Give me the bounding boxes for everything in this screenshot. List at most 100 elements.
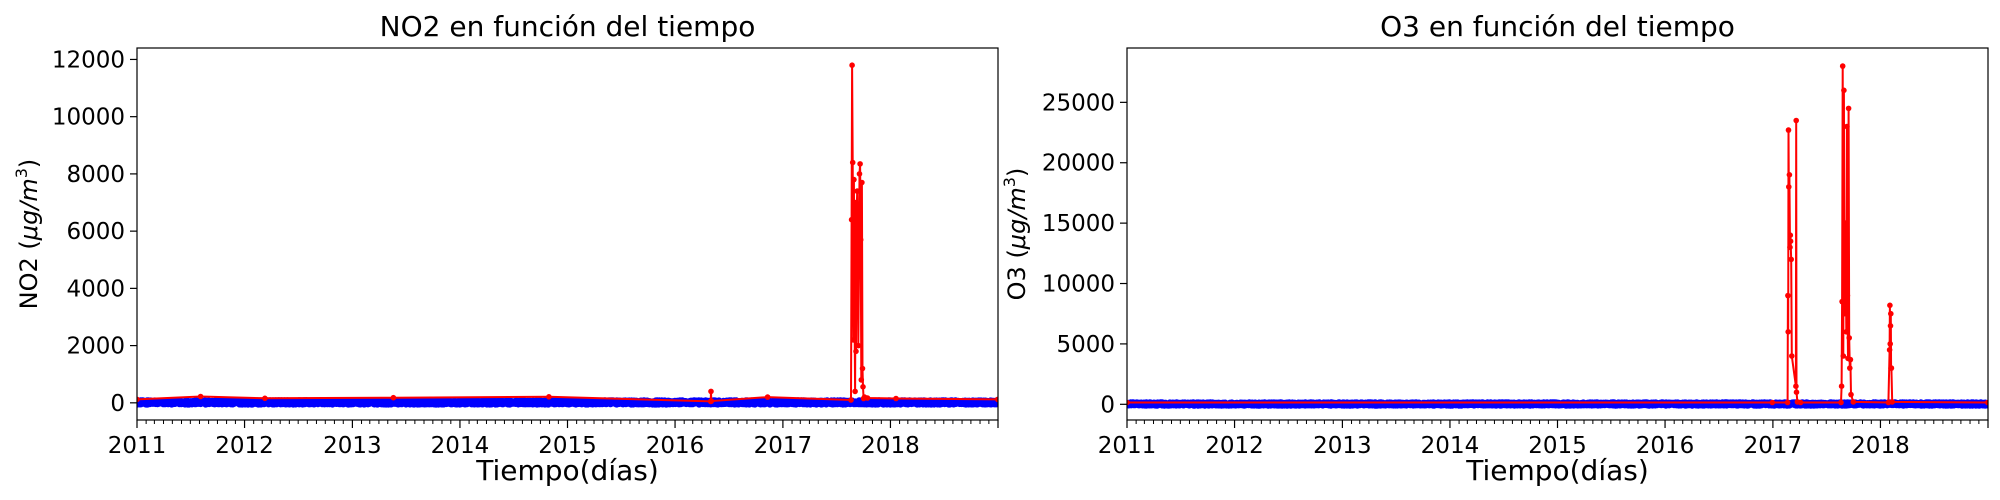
data-point bbox=[1787, 244, 1793, 251]
data-point bbox=[1842, 238, 1849, 244]
chart-title: O3 en función del tiempo bbox=[1380, 10, 1735, 43]
series-1-line bbox=[1127, 66, 1988, 404]
x-tick-label: 2017 bbox=[754, 433, 813, 459]
data-point bbox=[1887, 323, 1894, 329]
x-axis-label: Tiempo(días) bbox=[475, 454, 659, 487]
x-tick-label: 2015 bbox=[538, 433, 597, 459]
data-point bbox=[764, 394, 771, 400]
y-axis-label-sup: 3 bbox=[12, 168, 31, 178]
data-point bbox=[854, 188, 860, 194]
x-tick-label: 2016 bbox=[1636, 433, 1695, 459]
data-point bbox=[390, 394, 397, 401]
y-tick-label: 15000 bbox=[1042, 211, 1115, 237]
data-point bbox=[850, 337, 857, 343]
data-point bbox=[1841, 310, 1848, 317]
data-point bbox=[1845, 105, 1852, 112]
data-point bbox=[1850, 399, 1857, 405]
data-point bbox=[1886, 347, 1893, 353]
data-point bbox=[137, 396, 140, 403]
data-point bbox=[1789, 353, 1795, 359]
x-tick-label: 2011 bbox=[108, 433, 167, 459]
plot-area bbox=[1127, 63, 1988, 409]
data-point bbox=[857, 161, 863, 167]
data-point bbox=[859, 179, 865, 186]
data-point bbox=[1793, 389, 1800, 396]
x-tick-label: 2013 bbox=[1313, 433, 1372, 459]
data-point bbox=[893, 395, 899, 402]
y-axis-label: O3 (μg/m3) bbox=[1000, 168, 1031, 301]
data-point bbox=[994, 396, 998, 403]
data-point bbox=[1848, 391, 1854, 398]
data-point bbox=[1793, 117, 1799, 124]
data-point bbox=[852, 388, 858, 395]
x-tick-label: 2014 bbox=[431, 433, 490, 459]
data-point bbox=[852, 199, 859, 206]
data-point bbox=[860, 384, 866, 390]
data-point bbox=[1844, 123, 1850, 130]
baseline-series-line bbox=[1127, 399, 1988, 409]
x-tick-label: 2011 bbox=[1098, 433, 1157, 459]
x-tick-label: 2013 bbox=[323, 433, 382, 459]
data-point bbox=[849, 159, 856, 166]
data-point bbox=[1793, 383, 1799, 390]
y-tick-label: 4000 bbox=[66, 276, 125, 302]
data-point bbox=[858, 377, 865, 383]
y-axis-label-close: ) bbox=[1003, 168, 1031, 177]
data-point bbox=[853, 211, 860, 217]
plot-frame bbox=[1126, 47, 1989, 421]
data-point bbox=[1841, 87, 1847, 94]
y-tick-label: 6000 bbox=[66, 219, 125, 245]
y-tick-label: 2000 bbox=[66, 334, 125, 360]
data-point bbox=[1984, 399, 1988, 406]
y-axis-label-sup: 3 bbox=[1000, 177, 1019, 187]
data-point bbox=[1784, 399, 1791, 406]
x-tick-label: 2017 bbox=[1744, 433, 1803, 459]
data-point bbox=[856, 171, 863, 177]
x-tick-label: 2018 bbox=[861, 433, 920, 459]
x-tick-label: 2015 bbox=[1528, 433, 1587, 459]
data-point bbox=[848, 397, 854, 403]
data-point bbox=[1769, 399, 1776, 406]
y-axis-label-unit: μg/m bbox=[1003, 187, 1031, 250]
data-point bbox=[1844, 292, 1851, 299]
y-tick-label: 10000 bbox=[1042, 272, 1115, 298]
data-point bbox=[1887, 302, 1893, 309]
data-point bbox=[853, 348, 859, 355]
data-point bbox=[1846, 335, 1852, 341]
data-point bbox=[864, 395, 871, 401]
data-point bbox=[1787, 232, 1794, 238]
data-point bbox=[1889, 399, 1895, 405]
data-point bbox=[1847, 365, 1853, 371]
data-point bbox=[1888, 365, 1895, 371]
chart-title: NO2 en función del tiempo bbox=[380, 10, 756, 43]
data-point bbox=[1785, 127, 1792, 133]
data-point bbox=[1838, 399, 1844, 406]
data-point bbox=[1786, 184, 1792, 190]
y-axis-label-main: O3 ( bbox=[1003, 249, 1031, 300]
data-point bbox=[1788, 256, 1794, 263]
data-point bbox=[1787, 238, 1794, 244]
y-tick-label: 8000 bbox=[66, 162, 125, 188]
x-tick-label: 2016 bbox=[646, 433, 705, 459]
data-point bbox=[856, 271, 862, 277]
plot-frame bbox=[136, 47, 999, 421]
data-point bbox=[708, 388, 714, 395]
data-point bbox=[1797, 399, 1804, 406]
data-point bbox=[855, 342, 862, 349]
x-tick-label: 2012 bbox=[1205, 433, 1264, 459]
y-tick-label: 25000 bbox=[1042, 90, 1115, 116]
data-point bbox=[848, 216, 855, 223]
data-point bbox=[546, 394, 552, 400]
data-point bbox=[1839, 298, 1845, 305]
data-point bbox=[1838, 383, 1845, 390]
data-point bbox=[1840, 353, 1847, 359]
data-point bbox=[1785, 329, 1791, 335]
data-point bbox=[851, 305, 858, 312]
y-axis-label-unit: μg/m bbox=[15, 178, 43, 241]
data-point bbox=[859, 365, 866, 372]
y-tick-label: 5000 bbox=[1056, 332, 1115, 358]
baseline-series-line bbox=[137, 397, 998, 408]
plot-area bbox=[137, 62, 998, 408]
data-point bbox=[708, 398, 715, 404]
y-tick-label: 0 bbox=[1100, 392, 1115, 418]
